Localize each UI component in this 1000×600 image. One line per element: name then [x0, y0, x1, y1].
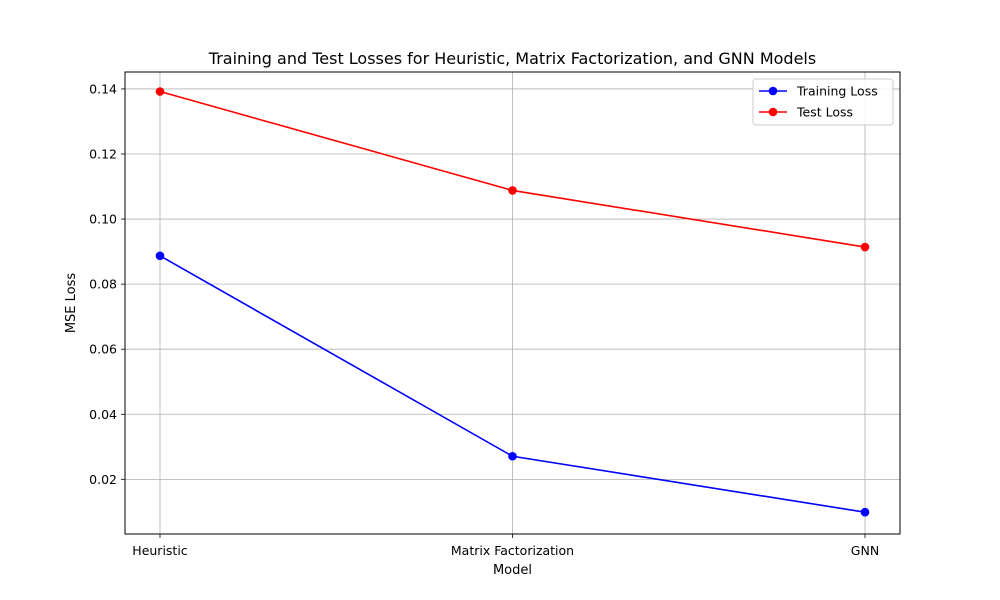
x-tick-label: GNN: [851, 543, 879, 558]
legend: Training Loss Test Loss: [752, 78, 894, 126]
y-tick-label: 0.06: [89, 342, 117, 357]
chart-title: Training and Test Losses for Heuristic, …: [208, 49, 816, 68]
series-layer: [155, 87, 870, 517]
data-point: [155, 251, 165, 261]
y-tick-label: 0.12: [89, 146, 117, 161]
legend-box: [752, 78, 894, 126]
y-tick-label: 0.08: [89, 277, 117, 292]
data-point: [860, 507, 870, 517]
y-tick-label: 0.14: [89, 81, 117, 96]
x-tick-label: Heuristic: [132, 543, 188, 558]
data-point: [860, 242, 870, 252]
y-tick-label: 0.04: [89, 407, 117, 422]
data-point: [508, 451, 517, 461]
legend-label: Training Loss: [796, 84, 878, 99]
x-axis-label: Model: [493, 563, 532, 578]
data-point: [508, 186, 517, 195]
x-tick-label: Matrix Factorization: [451, 543, 574, 558]
axis-ticks: Heuristic Matrix Factorization GNN 0.02 0.04…: [89, 81, 879, 558]
grid: [125, 72, 900, 534]
legend-label: Test Loss: [796, 105, 853, 120]
legend-marker: [768, 107, 778, 117]
y-tick-label: 0.10: [89, 212, 117, 227]
legend-marker: [768, 86, 778, 96]
y-tick-label: 0.02: [89, 472, 117, 487]
y-axis-label: MSE Loss: [64, 273, 79, 334]
data-point: [155, 87, 165, 96]
